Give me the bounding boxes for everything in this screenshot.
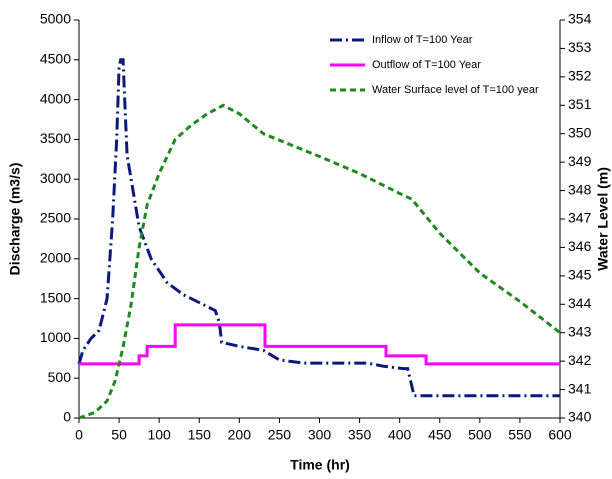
y2-tick-label: 351 bbox=[568, 96, 592, 112]
y-tick-label: 3000 bbox=[40, 170, 71, 186]
y2-tick-label: 341 bbox=[568, 380, 592, 396]
x-axis-title: Time (hr) bbox=[290, 457, 350, 473]
y2-tick-label: 340 bbox=[568, 409, 592, 425]
x-tick-label: 400 bbox=[388, 427, 412, 443]
x-tick-label: 0 bbox=[75, 427, 83, 443]
y-tick-label: 2500 bbox=[40, 210, 71, 226]
y2-tick-label: 342 bbox=[568, 352, 592, 368]
y2-tick-label: 348 bbox=[568, 181, 592, 197]
series-line bbox=[79, 323, 560, 366]
y-axis-title: Discharge (m3/s) bbox=[7, 163, 23, 276]
y-tick-label: 4000 bbox=[40, 90, 71, 106]
x-tick-label: 50 bbox=[111, 427, 127, 443]
y-tick-label: 5000 bbox=[40, 11, 71, 27]
legend-label: Inflow of T=100 Year bbox=[372, 34, 473, 46]
y2-tick-label: 345 bbox=[568, 267, 592, 283]
x-tick-label: 100 bbox=[147, 427, 171, 443]
series-line bbox=[77, 58, 560, 398]
y-tick-label: 4500 bbox=[40, 51, 71, 67]
y-tick-label: 1000 bbox=[40, 329, 71, 345]
x-tick-label: 200 bbox=[228, 427, 252, 443]
y2-tick-label: 353 bbox=[568, 39, 592, 55]
y2-tick-label: 343 bbox=[568, 323, 592, 339]
x-tick-label: 300 bbox=[308, 427, 332, 443]
y-tick-label: 2000 bbox=[40, 250, 71, 266]
y2-tick-label: 352 bbox=[568, 68, 592, 84]
x-tick-label: 450 bbox=[428, 427, 452, 443]
y2-tick-label: 349 bbox=[568, 153, 592, 169]
y2-tick-label: 354 bbox=[568, 11, 592, 27]
y-tick-label: 3500 bbox=[40, 130, 71, 146]
series-line bbox=[78, 103, 561, 420]
x-tick-label: 250 bbox=[268, 427, 292, 443]
x-tick-label: 550 bbox=[508, 427, 532, 443]
x-tick-label: 150 bbox=[188, 427, 212, 443]
y-tick-label: 500 bbox=[48, 369, 72, 385]
x-tick-label: 600 bbox=[548, 427, 572, 443]
y-tick-label: 1500 bbox=[40, 289, 71, 305]
x-tick-label: 500 bbox=[468, 427, 492, 443]
y2-tick-label: 347 bbox=[568, 210, 592, 226]
y2-tick-label: 344 bbox=[568, 295, 592, 311]
x-tick-label: 350 bbox=[348, 427, 372, 443]
y2-tick-label: 350 bbox=[568, 124, 592, 140]
y2-tick-label: 346 bbox=[568, 238, 592, 254]
legend-label: Water Surface level of T=100 year bbox=[372, 84, 539, 96]
y-tick-label: 0 bbox=[63, 409, 71, 425]
y2-axis-title: Water Level (m) bbox=[595, 167, 611, 271]
legend-label: Outflow of T=100 Year bbox=[372, 59, 481, 71]
